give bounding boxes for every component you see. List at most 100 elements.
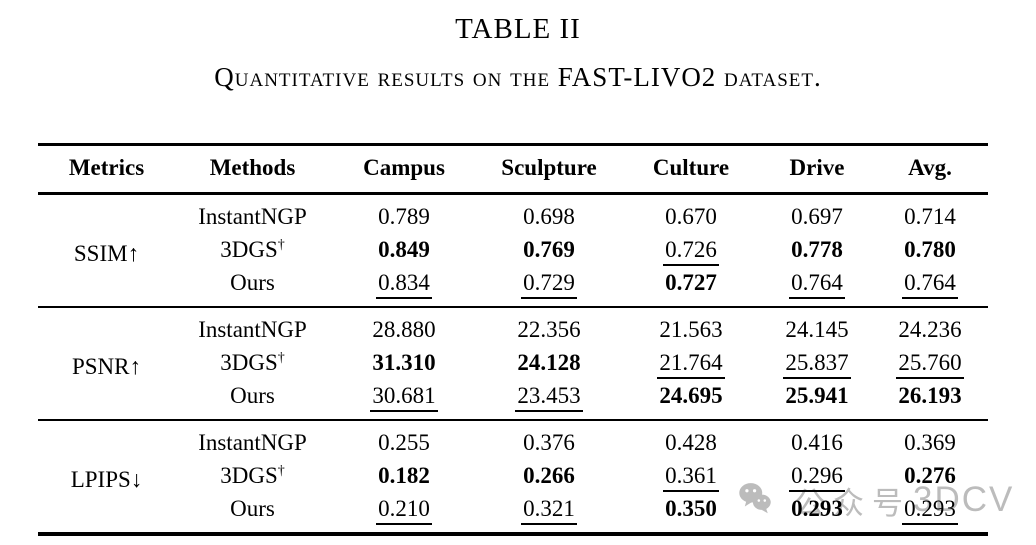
metric-group: LPIPS↓ InstantNGP 0.255 0.376 0.428 0.416 0.36… bbox=[38, 420, 988, 534]
value-cell: 28.880 bbox=[330, 307, 478, 346]
method-label: InstantNGP bbox=[198, 204, 307, 229]
method-cell: 3DGS† bbox=[175, 233, 330, 266]
header-cell-drive: Drive bbox=[789, 155, 845, 180]
method-dagger: † bbox=[277, 350, 285, 366]
table-row: 3DGS† 31.310 24.128 21.764 25.837 25.760 bbox=[38, 346, 988, 379]
method-label: InstantNGP bbox=[198, 317, 307, 342]
metric-value: 22.356 bbox=[517, 317, 581, 342]
metric-value: 0.670 bbox=[665, 204, 717, 229]
metric-value: 0.376 bbox=[523, 430, 575, 455]
value-cell: 24.236 bbox=[872, 307, 988, 346]
metric-value: 0.293 bbox=[902, 496, 958, 525]
value-cell: 0.296 bbox=[762, 459, 872, 492]
method-cell: Ours bbox=[175, 266, 330, 307]
value-cell: 24.695 bbox=[620, 379, 762, 420]
metric-value: 21.764 bbox=[657, 350, 725, 379]
value-cell: 0.670 bbox=[620, 194, 762, 234]
metric-group: SSIM↑ InstantNGP 0.789 0.698 0.670 0.697 0.714… bbox=[38, 193, 988, 308]
metric-value: 0.834 bbox=[376, 270, 432, 299]
metric-value: 24.145 bbox=[785, 317, 849, 342]
metric-value: 24.695 bbox=[659, 383, 723, 408]
value-cell: 0.361 bbox=[620, 459, 762, 492]
value-cell: 25.941 bbox=[762, 379, 872, 420]
metric-value: 25.760 bbox=[896, 350, 964, 379]
metric-value: 0.778 bbox=[791, 237, 843, 262]
value-cell: 0.729 bbox=[478, 266, 620, 307]
value-cell: 24.128 bbox=[478, 346, 620, 379]
metric-value: 0.296 bbox=[789, 463, 845, 492]
method-label: InstantNGP bbox=[198, 430, 307, 455]
metric-value: 0.293 bbox=[791, 496, 843, 521]
value-cell: 26.193 bbox=[872, 379, 988, 420]
metric-value: 0.789 bbox=[378, 204, 430, 229]
value-cell: 22.356 bbox=[478, 307, 620, 346]
metric-value: 0.369 bbox=[904, 430, 956, 455]
metric-value: 0.255 bbox=[378, 430, 430, 455]
method-cell: 3DGS† bbox=[175, 346, 330, 379]
header-cell-campus: Campus bbox=[363, 155, 445, 180]
metric-value: 0.266 bbox=[523, 463, 575, 488]
header-cell-culture: Culture bbox=[652, 155, 730, 180]
metric-value: 24.128 bbox=[517, 350, 581, 375]
table-row: PSNR↑ InstantNGP 28.880 22.356 21.563 24.145 2… bbox=[38, 307, 988, 379]
header-row: Metrics Methods Campus Sculpture Culture Driv… bbox=[38, 145, 988, 194]
metric-value: 25.837 bbox=[783, 350, 851, 379]
table-title: TABLE II bbox=[455, 13, 581, 45]
value-cell: 0.321 bbox=[478, 492, 620, 534]
header-cell-methods: Methods bbox=[209, 155, 296, 180]
metric-value: 28.880 bbox=[372, 317, 436, 342]
value-cell: 0.764 bbox=[872, 266, 988, 307]
metric-value: 0.727 bbox=[665, 270, 717, 295]
method-label: 3DGS bbox=[220, 463, 278, 488]
metric-cell: SSIM↑ bbox=[73, 240, 140, 266]
value-cell: 0.834 bbox=[330, 266, 478, 307]
table-subtitle: Quantitative results on the FAST-LIVO2 d… bbox=[214, 62, 822, 92]
table-row: 3DGS† 0.182 0.266 0.361 0.296 0.276 bbox=[38, 459, 988, 492]
metric-value: 0.698 bbox=[523, 204, 575, 229]
header-cell-sculpture: Sculpture bbox=[501, 155, 597, 180]
method-dagger: † bbox=[277, 463, 285, 479]
value-cell: 0.293 bbox=[872, 492, 988, 534]
value-cell: 30.681 bbox=[330, 379, 478, 420]
metric-value: 24.236 bbox=[898, 317, 962, 342]
wechat-icon bbox=[738, 481, 772, 520]
metric-cell: LPIPS↓ bbox=[70, 466, 143, 492]
method-cell: Ours bbox=[175, 492, 330, 534]
value-cell: 0.727 bbox=[620, 266, 762, 307]
value-cell: 31.310 bbox=[330, 346, 478, 379]
value-cell: 0.769 bbox=[478, 233, 620, 266]
metric-value: 0.769 bbox=[523, 237, 575, 262]
method-label: Ours bbox=[230, 270, 275, 295]
method-cell: InstantNGP bbox=[175, 307, 330, 346]
value-cell: 0.376 bbox=[478, 420, 620, 459]
table-caption: TABLE II Quantitative results on the FAS… bbox=[0, 0, 1036, 93]
table-row: Ours 0.210 0.321 0.350 0.293 0.293 bbox=[38, 492, 988, 534]
value-cell: 23.453 bbox=[478, 379, 620, 420]
value-cell: 0.266 bbox=[478, 459, 620, 492]
metric-value: 26.193 bbox=[898, 383, 962, 408]
metric-value: 23.453 bbox=[515, 383, 583, 412]
value-cell: 0.780 bbox=[872, 233, 988, 266]
metric-value: 0.714 bbox=[904, 204, 956, 229]
header-cell-metrics: Metrics bbox=[68, 155, 145, 180]
value-cell: 0.764 bbox=[762, 266, 872, 307]
metric-value: 0.780 bbox=[904, 237, 956, 262]
table-row: LPIPS↓ InstantNGP 0.255 0.376 0.428 0.416 0.36… bbox=[38, 420, 988, 492]
method-label: 3DGS bbox=[220, 237, 278, 262]
method-cell: InstantNGP bbox=[175, 194, 330, 234]
value-cell: 21.764 bbox=[620, 346, 762, 379]
metric-value: 0.361 bbox=[663, 463, 719, 492]
value-cell: 25.760 bbox=[872, 346, 988, 379]
value-cell: 21.563 bbox=[620, 307, 762, 346]
value-cell: 0.350 bbox=[620, 492, 762, 534]
metric-value: 25.941 bbox=[785, 383, 849, 408]
table-row: Ours 0.834 0.729 0.727 0.764 0.764 bbox=[38, 266, 988, 307]
method-label: 3DGS bbox=[220, 350, 278, 375]
value-cell: 0.698 bbox=[478, 194, 620, 234]
metric-value: 21.563 bbox=[659, 317, 723, 342]
method-label: Ours bbox=[230, 383, 275, 408]
metric-value: 0.764 bbox=[789, 270, 845, 299]
metric-value: 0.276 bbox=[904, 463, 956, 488]
value-cell: 0.182 bbox=[330, 459, 478, 492]
value-cell: 0.369 bbox=[872, 420, 988, 459]
